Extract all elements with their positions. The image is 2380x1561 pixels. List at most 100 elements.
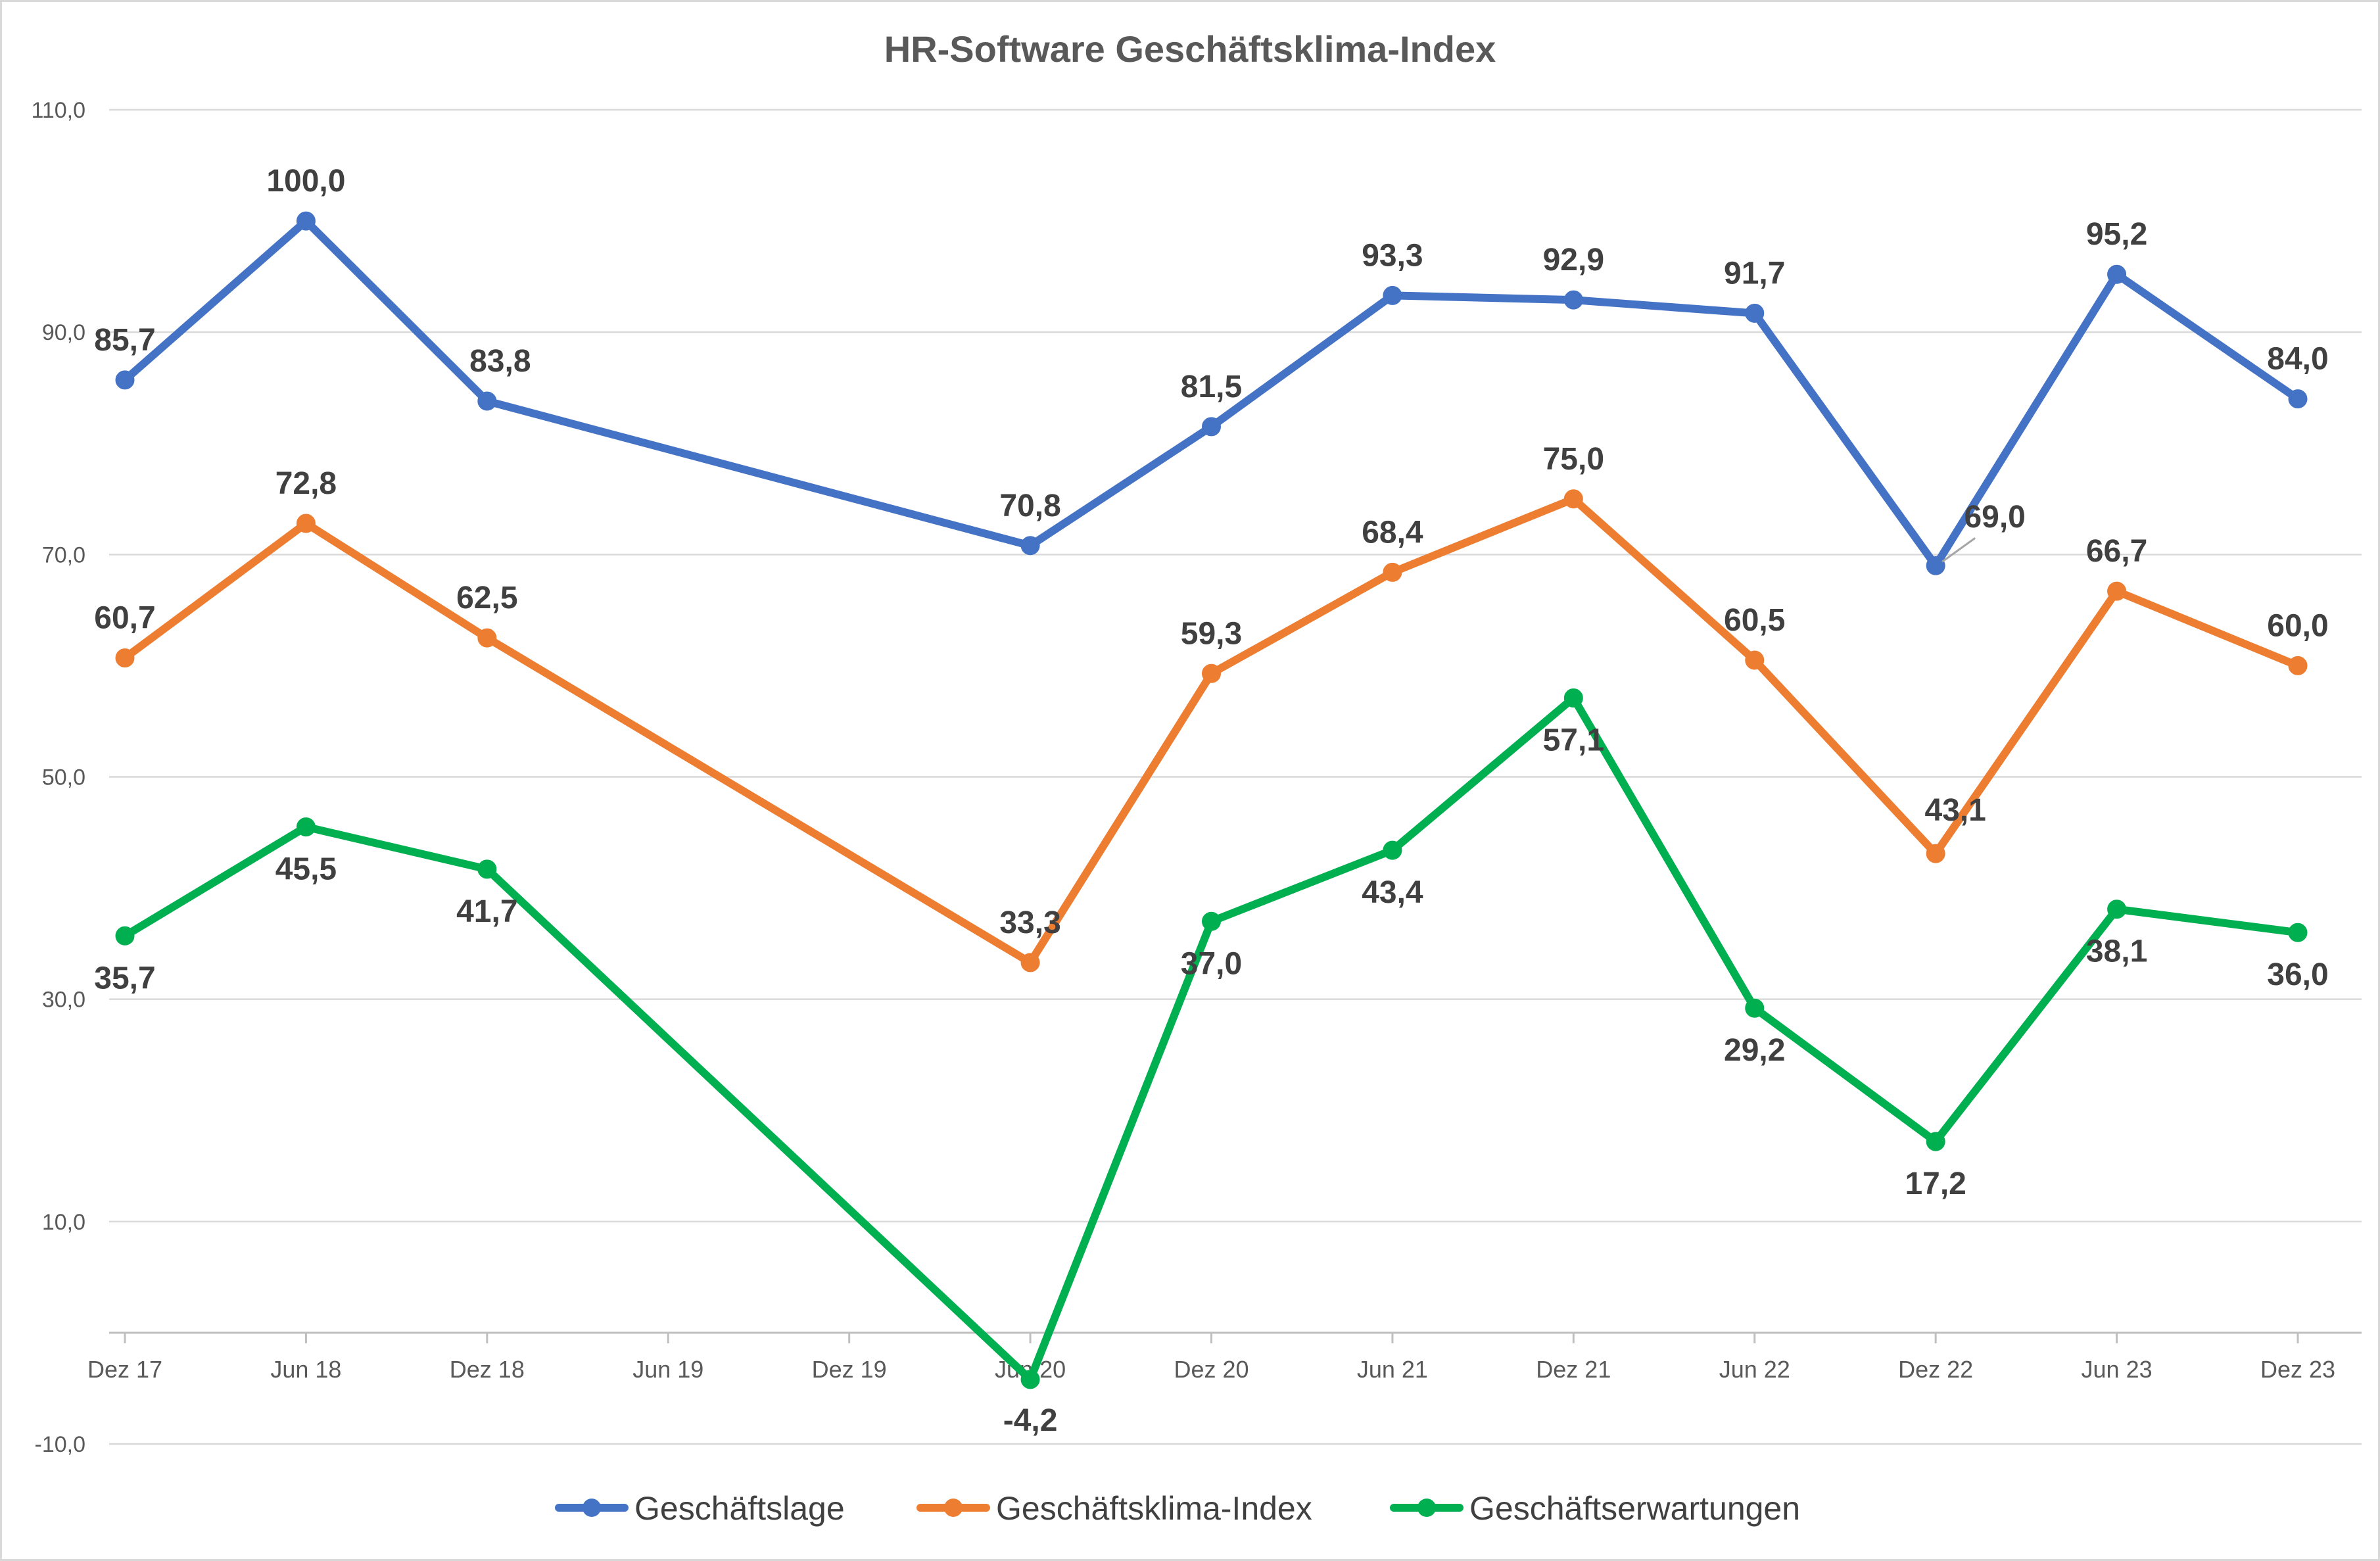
data-label-gesch-ftslage: 83,8 (469, 344, 531, 379)
x-tick-label: Jun 21 (1357, 1356, 1428, 1383)
legend-item-gesch-ftserwartungen: Geschäftserwartungen (1390, 1490, 1800, 1527)
data-point-gesch-ftslage (1202, 417, 1221, 437)
legend-swatch-marker (944, 1499, 963, 1517)
data-label-gesch-ftslage: 95,2 (2086, 217, 2147, 252)
data-label-gesch-ftslage: 100,0 (266, 164, 345, 199)
y-tick-label: 30,0 (42, 988, 85, 1013)
data-point-gesch-ftserwartungen (1563, 688, 1583, 708)
data-point-gesch-ftsklima-index (477, 628, 497, 648)
data-label-gesch-ftserwartungen: 57,1 (1543, 723, 1604, 757)
data-point-gesch-ftslage (1745, 303, 1765, 323)
y-tick-label: 70,0 (42, 542, 85, 567)
data-point-gesch-ftserwartungen (477, 859, 497, 879)
data-label-gesch-ftslage: 81,5 (1181, 370, 1242, 404)
y-tick-label: 10,0 (42, 1210, 85, 1235)
data-point-gesch-ftsklima-index (1383, 562, 1402, 582)
data-point-gesch-ftsklima-index (1926, 844, 1945, 863)
data-label-gesch-ftslage: 93,3 (1362, 238, 1423, 273)
legend-swatch-marker (583, 1499, 601, 1517)
x-tick-label: Dez 21 (1536, 1356, 1611, 1383)
data-point-gesch-ftsklima-index (2288, 656, 2308, 675)
data-label-gesch-ftsklima-index: 59,3 (1181, 616, 1242, 651)
data-label-leader (1941, 537, 1976, 563)
data-point-gesch-ftslage (2107, 264, 2127, 284)
data-point-gesch-ftslage (2288, 389, 2308, 409)
legend: Geschäftslage Geschäftsklima-Index Geschäf… (555, 1490, 1800, 1527)
data-label-gesch-ftserwartungen: 43,4 (1362, 875, 1423, 910)
data-point-gesch-ftsklima-index (1020, 953, 1040, 973)
x-tick-label: Jun 19 (632, 1356, 703, 1383)
legend-item-gesch-ftslage: Geschäftslage (555, 1490, 845, 1527)
data-label-gesch-ftsklima-index: 60,0 (2267, 608, 2328, 643)
data-label-gesch-ftsklima-index: 33,3 (999, 905, 1060, 940)
data-label-gesch-ftserwartungen: 41,7 (456, 894, 517, 929)
legend-label: Geschäftserwartungen (1469, 1490, 1800, 1527)
x-tick-label: Jun 22 (1719, 1356, 1790, 1383)
data-point-gesch-ftserwartungen (1020, 1370, 1040, 1389)
data-label-gesch-ftsklima-index: 66,7 (2086, 534, 2147, 569)
series-line-gesch-ftsklima-index (121, 494, 2302, 967)
x-tick-label: Dez 19 (812, 1356, 887, 1383)
gridlines (109, 108, 2362, 1445)
data-labels: 85,7 100,0 83,8 70,8 81,5 93,3 92,9 91,7 69,0 95,… (94, 164, 2328, 1438)
data-point-gesch-ftserwartungen (115, 926, 135, 946)
data-point-gesch-ftserwartungen (2107, 900, 2127, 919)
legend-label: Geschäftsklima-Index (996, 1490, 1312, 1527)
data-point-gesch-ftsklima-index (1745, 650, 1765, 670)
data-label-gesch-ftsklima-index: 43,1 (1924, 793, 1986, 828)
y-tick-label: 50,0 (42, 765, 85, 790)
data-point-gesch-ftslage (115, 370, 135, 390)
data-label-gesch-ftslage: 92,9 (1543, 243, 1604, 277)
data-label-gesch-ftserwartungen: 29,2 (1724, 1033, 1785, 1068)
legend-label: Geschäftslage (634, 1490, 845, 1527)
x-tick-label: Jun 18 (270, 1356, 341, 1383)
data-label-gesch-ftsklima-index: 60,5 (1724, 603, 1785, 638)
legend-swatch-marker (1417, 1499, 1436, 1517)
data-point-gesch-ftslage (1563, 290, 1583, 310)
data-point-gesch-ftsklima-index (1202, 663, 1221, 683)
data-label-gesch-ftslage: 69,0 (1964, 500, 2025, 535)
data-label-gesch-ftslage: 84,0 (2267, 342, 2328, 377)
y-tick-label: 90,0 (42, 320, 85, 345)
chart-title: HR-Software Geschäftsklima-Index (884, 28, 1496, 70)
data-point-gesch-ftserwartungen (296, 817, 316, 837)
x-tick-label: Jun 23 (2082, 1356, 2153, 1383)
data-point-gesch-ftslage (1020, 536, 1040, 556)
x-axis: Dez 17 Jun 18 Dez 18 Jun 19 Dez 19 Jun 20 Dez … (87, 1332, 2362, 1383)
data-point-gesch-ftserwartungen (1383, 840, 1402, 860)
data-label-gesch-ftserwartungen: -4,2 (1003, 1403, 1058, 1438)
data-label-gesch-ftsklima-index: 75,0 (1543, 442, 1604, 477)
x-tick-label: Dez 18 (450, 1356, 525, 1383)
y-tick-label: -10,0 (35, 1432, 86, 1457)
data-label-gesch-ftsklima-index: 68,4 (1362, 515, 1423, 550)
x-tick-label: Dez 23 (2260, 1356, 2335, 1383)
data-point-gesch-ftsklima-index (296, 514, 316, 533)
data-label-gesch-ftslage: 85,7 (94, 323, 155, 358)
data-label-gesch-ftserwartungen: 45,5 (275, 852, 337, 887)
data-point-gesch-ftserwartungen (1202, 911, 1221, 931)
data-point-gesch-ftserwartungen (1926, 1132, 1945, 1151)
data-label-gesch-ftserwartungen: 37,0 (1181, 946, 1242, 981)
data-point-gesch-ftslage (1383, 285, 1402, 305)
x-tick-label: Dez 22 (1898, 1356, 1973, 1383)
legend-item-gesch-ftsklima-index: Geschäftsklima-Index (916, 1490, 1312, 1527)
data-point-gesch-ftsklima-index (1563, 489, 1583, 509)
y-tick-label: 110,0 (31, 98, 85, 123)
x-tick-label: Dez 17 (87, 1356, 162, 1383)
y-axis-tick-labels: -10,0 10,0 30,0 50,0 70,0 90,0 110,0 (31, 98, 85, 1457)
data-label-gesch-ftserwartungen: 38,1 (2086, 934, 2147, 969)
data-label-gesch-ftsklima-index: 72,8 (275, 466, 337, 501)
data-point-gesch-ftslage (1926, 556, 1945, 575)
data-point-gesch-ftsklima-index (2107, 581, 2127, 601)
series-lines (115, 211, 2308, 1389)
data-label-gesch-ftsklima-index: 60,7 (94, 601, 155, 636)
data-point-gesch-ftslage (477, 391, 497, 411)
data-label-gesch-ftserwartungen: 35,7 (94, 961, 155, 996)
data-label-gesch-ftserwartungen: 36,0 (2267, 957, 2328, 992)
data-point-gesch-ftserwartungen (2288, 923, 2308, 942)
data-label-gesch-ftslage: 91,7 (1724, 256, 1785, 291)
data-point-gesch-ftslage (296, 211, 316, 231)
data-point-gesch-ftsklima-index (115, 648, 135, 668)
data-label-gesch-ftserwartungen: 17,2 (1905, 1166, 1966, 1201)
